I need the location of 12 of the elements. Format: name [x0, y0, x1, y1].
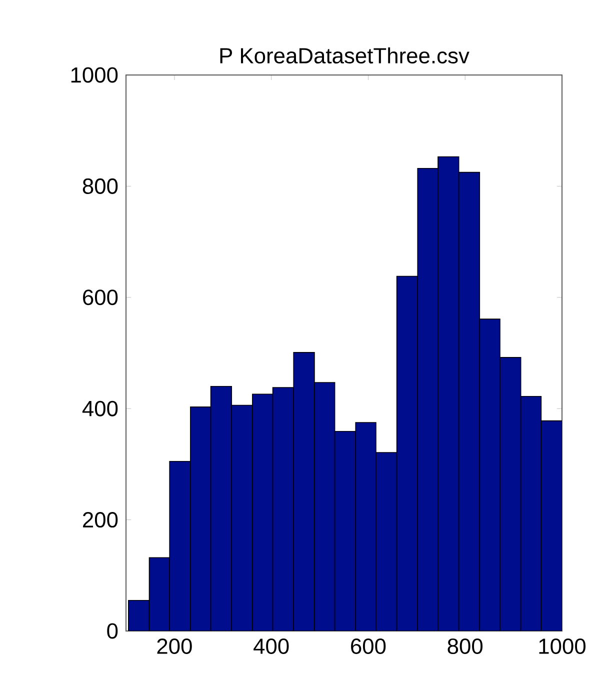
x-tick-label: 800: [448, 638, 483, 654]
chart-title: P KoreaDatasetThree.csv: [220, 47, 470, 64]
y-tick-label: 400: [82, 400, 118, 416]
y-tick-label: 600: [83, 290, 118, 306]
y-tick-label: 800: [82, 178, 118, 194]
x-tick-label: 1000: [539, 638, 586, 654]
y-tick-label: 1000: [71, 67, 118, 83]
x-tick-label: 400: [254, 638, 289, 654]
x-tick-label: 600: [351, 638, 386, 654]
x-tick-label: 200: [157, 638, 192, 654]
y-tick-label: 200: [83, 512, 118, 528]
y-tick-label: 0: [107, 623, 118, 639]
